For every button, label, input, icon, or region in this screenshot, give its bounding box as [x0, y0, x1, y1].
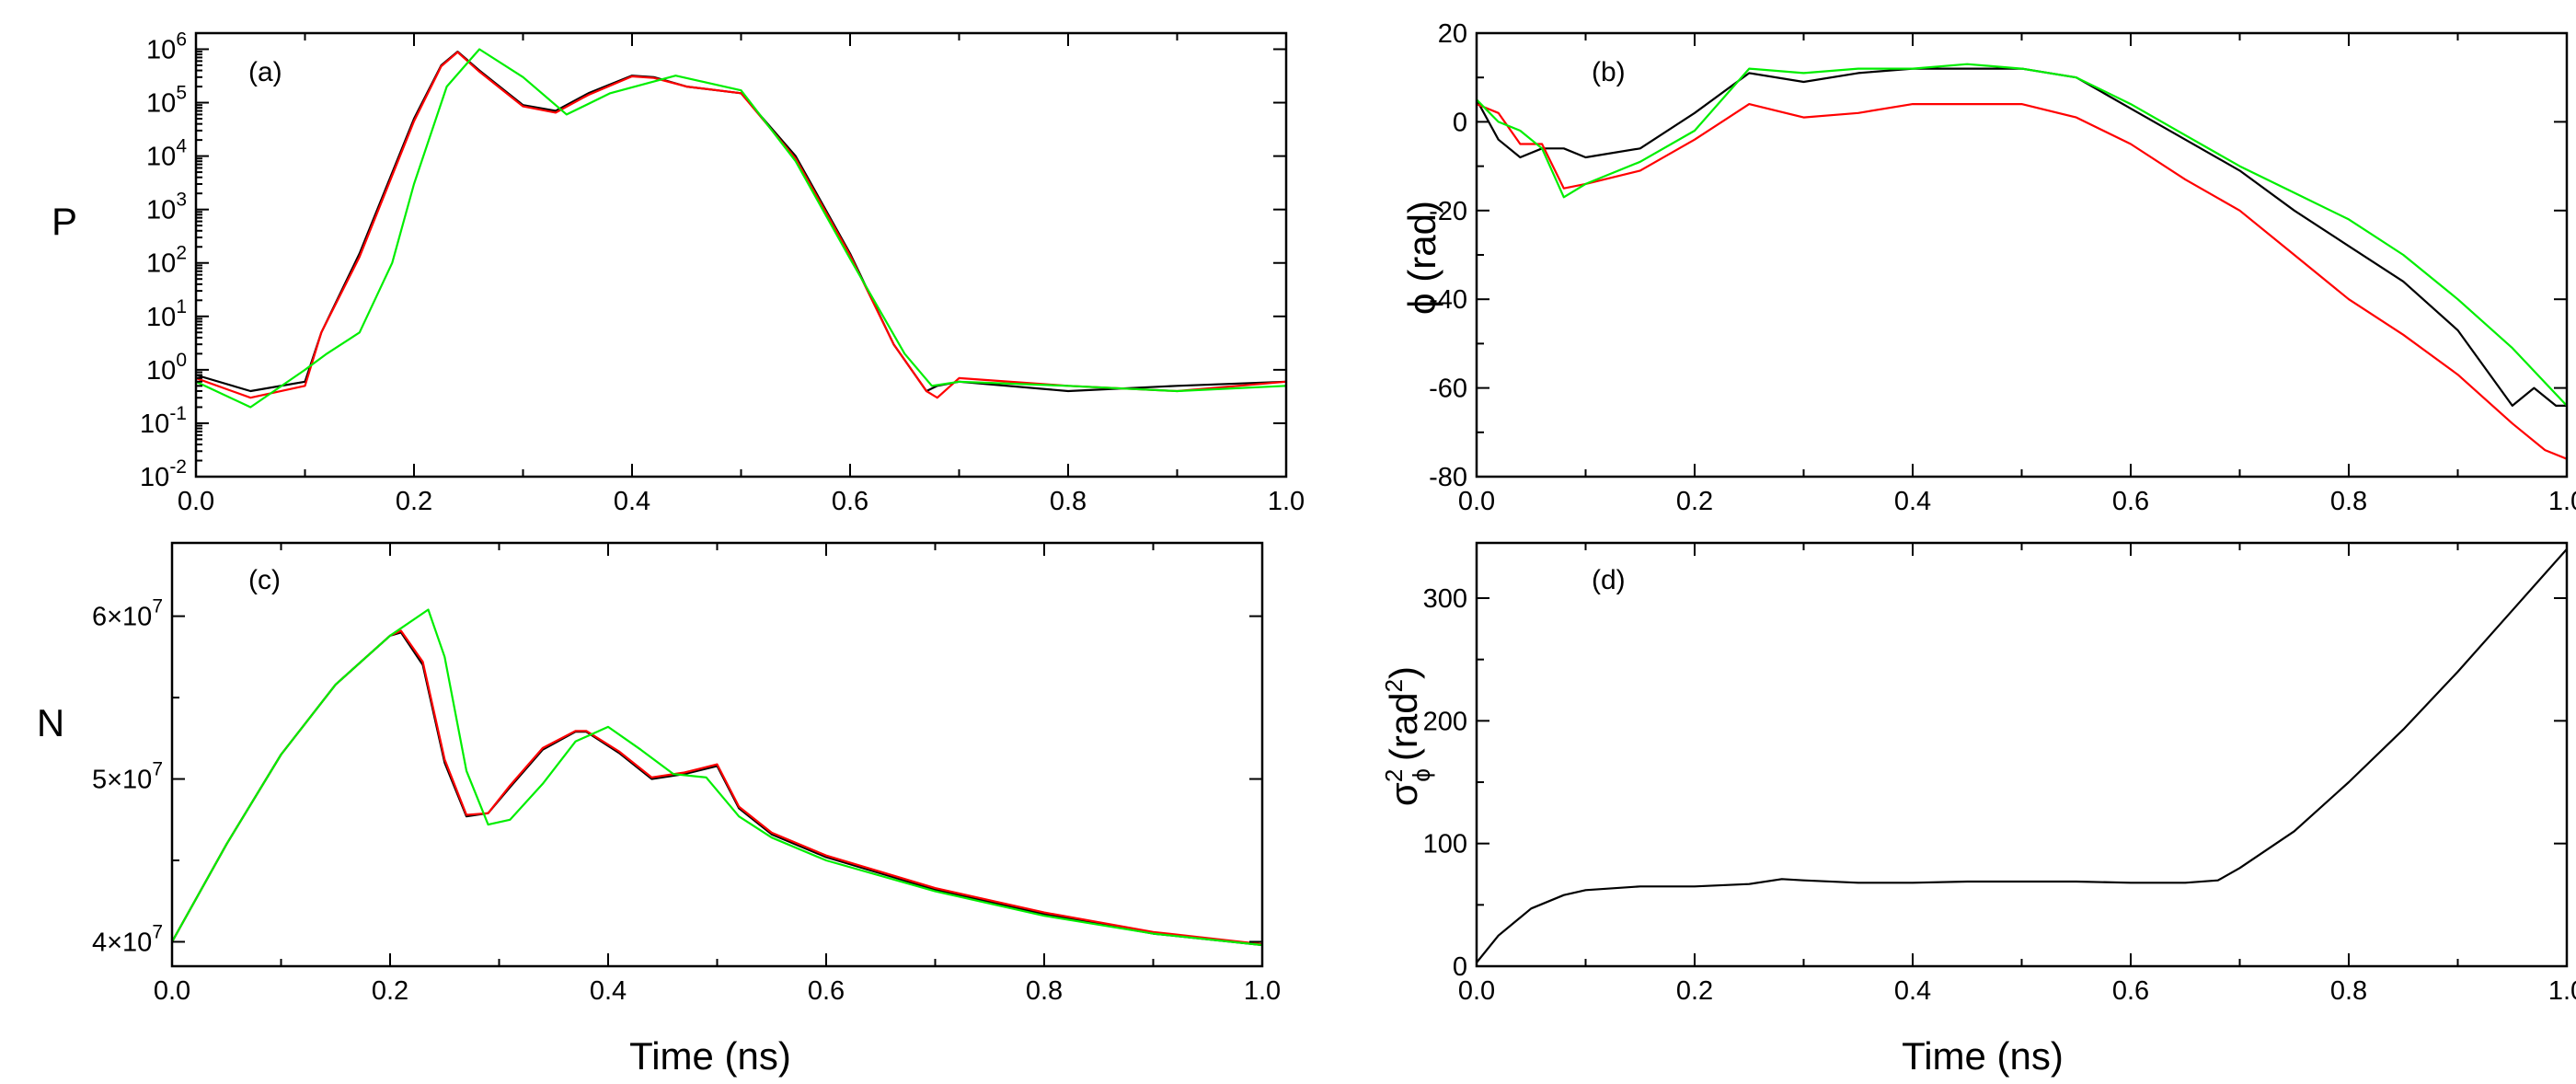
panel-c-label: (c)	[248, 565, 281, 595]
panel-c-ytick-label: 6×107	[92, 596, 163, 632]
panel-a-series-green	[196, 48, 1286, 409]
panel-c-xtick-label: 0.4	[590, 976, 627, 1006]
panel-c-xtick-label: 1.0	[1244, 976, 1281, 1006]
panel-d-xtick-label: 0.6	[2112, 976, 2149, 1006]
panel-a-xtick-label: 0.4	[614, 487, 650, 516]
panel-d-ylabel-unit-sup: 2	[1380, 679, 1408, 692]
panel-c-xtick-label: 0.8	[1026, 976, 1063, 1006]
panel-b-ytick-label: -20	[1429, 197, 1467, 226]
panel-c-ylabel: N	[37, 701, 64, 744]
panel-c-ytick-label: 4×107	[92, 921, 163, 957]
panel-d-frame	[1475, 541, 2569, 968]
panel-d-plot: 0.0 0.2 0.4 0.6 0.8 1.0 0 100 200 300	[1423, 541, 2576, 1006]
panel-a-ytick-label: 10-2	[140, 456, 187, 492]
panel-d-ylabel-unit: (rad	[1382, 692, 1425, 761]
panel-b-xtick-label: 0.2	[1676, 487, 1713, 516]
panel-b-xtick-label: 0.0	[1458, 487, 1495, 516]
panel-d-xtick-label: 0.0	[1458, 976, 1495, 1006]
panel-a-xtick-label: 0.2	[396, 487, 432, 516]
panel-a-xtick-label: 1.0	[1268, 487, 1305, 516]
panel-c-xlabel: Time (ns)	[629, 1034, 791, 1078]
panel-b-ytick-label: -60	[1429, 375, 1467, 404]
panel-b-plot: 0.0 0.2 0.4 0.6 0.8 1.0 -80 -60 -40 -20 0 20	[1429, 19, 2576, 516]
panel-d-xlabel: Time (ns)	[1902, 1034, 2064, 1078]
panel-a-ylabel: P	[52, 200, 77, 243]
panel-a-ytick-label: 100	[146, 350, 187, 386]
panel-d-ytick-label: 200	[1423, 707, 1467, 736]
panel-d-xtick-label: 0.2	[1676, 976, 1713, 1006]
panel-d-ytick-label: 100	[1423, 830, 1467, 859]
panel-d-xtick-label: 1.0	[2548, 976, 2576, 1006]
panel-c-series-black	[172, 631, 1262, 947]
panel-b-xtick-label: 0.6	[2112, 487, 2149, 516]
panel-a-ytick-label: 105	[146, 83, 187, 119]
panel-b-series-group	[1477, 63, 2567, 460]
panel-a-ytick-label: 103	[146, 190, 187, 225]
panel-d-ylabel-close: )	[1382, 666, 1425, 679]
panel-d-label: (d)	[1592, 565, 1626, 595]
panel-c-xtick-label: 0.2	[372, 976, 408, 1006]
panel-c-ytick-label: 5×107	[92, 759, 163, 795]
panel-a-xtick-label: 0.6	[832, 487, 868, 516]
panel-b-series-green	[1477, 63, 2567, 407]
panel-d-ylabel-sigma: σ	[1382, 782, 1425, 806]
panel-a-series-red	[196, 51, 1286, 399]
panel-b-ytick-label: 0	[1453, 108, 1467, 137]
panel-c-plot: 0.0 0.2 0.4 0.6 0.8 1.0 4×107 5×107 6×107	[92, 541, 1281, 1006]
panel-d-ylabel-sup: 2	[1380, 769, 1408, 782]
panel-c-series-red	[172, 629, 1262, 946]
panel-a: P 0.0 0.2 0.4 0.6 0.8 1.0 10-2 10-1 100 101 102 103…	[52, 29, 1305, 516]
panel-b-ylabel: ϕ (rad)	[1400, 201, 1443, 315]
panel-a-plot: 0.0 0.2 0.4 0.6 0.8 1.0 10-2 10-1 100 101 102 103 10…	[140, 29, 1305, 516]
panel-a-ytick-label: 106	[146, 29, 187, 64]
panel-b-series-black	[1477, 67, 2567, 407]
panel-c-xtick-label: 0.0	[154, 976, 190, 1006]
panel-a-xtick-label: 0.8	[1050, 487, 1087, 516]
panel-b-series-red	[1477, 102, 2567, 460]
panel-a-series-black	[196, 50, 1286, 393]
panel-a-label: (a)	[248, 57, 282, 87]
panel-c-xtick-label: 0.6	[808, 976, 845, 1006]
panel-d-ylabel: σ2ϕ(rad2)	[1380, 666, 1435, 806]
panel-b: ϕ (rad) 0.0 0.2 0.4 0.6 0.8 1.0 -80 -60 -40 -20 0 2…	[1400, 19, 2576, 516]
panel-a-ytick-label: 104	[146, 136, 187, 172]
panel-b-xtick-label: 0.8	[2330, 487, 2367, 516]
panel-d: σ2ϕ(rad2) 0.00.20.40.60.81.00100200300 (…	[1380, 541, 2576, 1078]
panel-c-frame	[170, 541, 1264, 968]
panel-d-xtick-label: 0.4	[1894, 976, 1931, 1006]
panel-d-series-group	[1477, 548, 2567, 963]
panel-d-series-black	[1477, 548, 2567, 963]
panel-b-xtick-label: 0.4	[1894, 487, 1931, 516]
panel-c-series-group	[172, 608, 1262, 947]
panel-a-ytick-label: 10-1	[140, 403, 187, 439]
panel-a-xtick-label: 0.0	[178, 487, 214, 516]
panel-b-label: (b)	[1592, 57, 1626, 87]
panel-b-ytick-label: -80	[1429, 463, 1467, 492]
panel-b-xtick-label: 1.0	[2548, 487, 2576, 516]
panel-d-ytick-label: 0	[1453, 952, 1467, 982]
panel-d-ylabel-sub: ϕ	[1408, 768, 1435, 782]
panel-a-ytick-label: 102	[146, 243, 187, 279]
panel-d-ytick-label: 300	[1423, 584, 1467, 614]
panel-b-ytick-label: -40	[1429, 285, 1467, 315]
panel-c-series-green	[172, 608, 1262, 947]
panel-d-xtick-label: 0.8	[2330, 976, 2367, 1006]
panel-a-series-group	[196, 48, 1286, 409]
panel-a-ytick-label: 101	[146, 296, 187, 332]
panel-b-ytick-label: 20	[1438, 19, 1467, 49]
